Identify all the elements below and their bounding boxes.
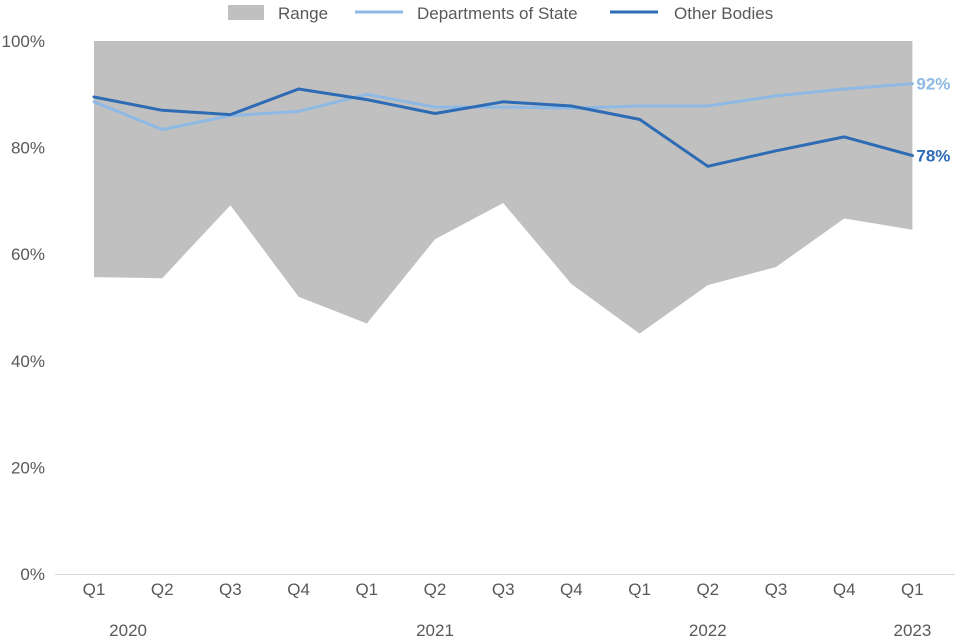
x-tick-label: Q2 <box>151 580 174 599</box>
x-tick-label: Q4 <box>287 580 310 599</box>
x-tick-label: Q4 <box>833 580 856 599</box>
other-bodies-end-label: 78% <box>916 147 950 166</box>
x-tick-label: Q3 <box>492 580 515 599</box>
range-band <box>94 41 913 334</box>
x-tick-label: Q3 <box>219 580 242 599</box>
legend-other-bodies-label: Other Bodies <box>674 4 773 23</box>
y-tick-label: 80% <box>11 139 45 158</box>
x-tick-label: Q1 <box>83 580 106 599</box>
x-tick-label: Q4 <box>560 580 583 599</box>
x-tick-label: Q2 <box>696 580 719 599</box>
x-tick-label: Q1 <box>355 580 378 599</box>
departments-of-state-end-label: 92% <box>916 75 950 94</box>
y-tick-label: 20% <box>11 458 45 477</box>
x-tick-label: Q3 <box>765 580 788 599</box>
y-tick-label: 100% <box>2 32 45 51</box>
y-tick-label: 0% <box>20 565 45 584</box>
year-label: 2023 <box>893 621 931 640</box>
y-tick-label: 40% <box>11 352 45 371</box>
y-tick-label: 60% <box>11 245 45 264</box>
plot-area: 0% 20% 40% 60% 80% 100% Q1 Q2 Q3 Q4 Q1 Q2 Q3 Q4 Q1 Q2 Q3… <box>2 32 955 640</box>
year-label: 2020 <box>109 621 147 640</box>
year-label: 2022 <box>689 621 727 640</box>
year-label: 2021 <box>416 621 454 640</box>
x-tick-label: Q1 <box>901 580 924 599</box>
legend-range-label: Range <box>278 4 328 23</box>
legend-departments-label: Departments of State <box>417 4 578 23</box>
legend-range-swatch <box>228 5 264 20</box>
x-tick-label: Q1 <box>628 580 651 599</box>
other-bodies-line <box>92 87 914 168</box>
legend: Range Departments of State Other Bodies <box>228 4 773 23</box>
x-tick-label: Q2 <box>424 580 447 599</box>
